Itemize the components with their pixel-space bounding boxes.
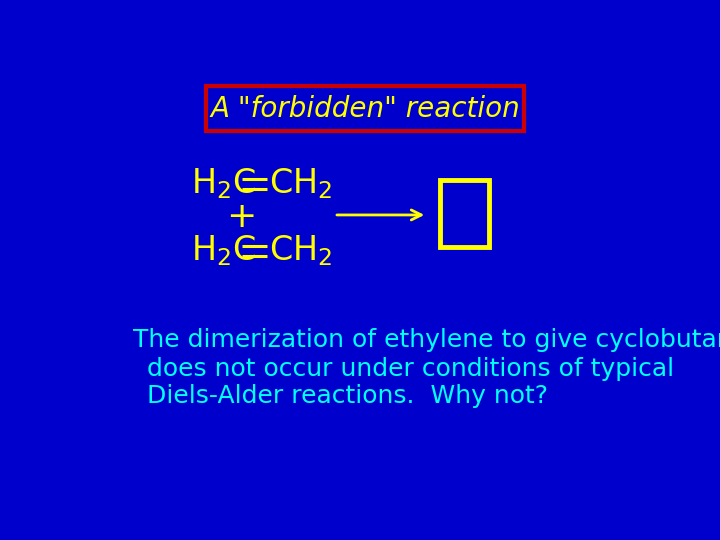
Text: Diels-Alder reactions.  Why not?: Diels-Alder reactions. Why not? (147, 384, 548, 408)
Text: CH$_2$: CH$_2$ (269, 167, 332, 201)
Text: +: + (226, 200, 256, 234)
Text: H$_2$C: H$_2$C (191, 167, 256, 201)
Text: does not occur under conditions of typical: does not occur under conditions of typic… (147, 357, 674, 381)
Text: A "forbidden" reaction: A "forbidden" reaction (210, 94, 520, 123)
Text: The dimerization of ethylene to give cyclobutane: The dimerization of ethylene to give cyc… (132, 328, 720, 353)
Text: H$_2$C: H$_2$C (191, 234, 256, 268)
Bar (206, 86, 524, 131)
Text: CH$_2$: CH$_2$ (269, 234, 332, 268)
Bar (441, 180, 489, 247)
